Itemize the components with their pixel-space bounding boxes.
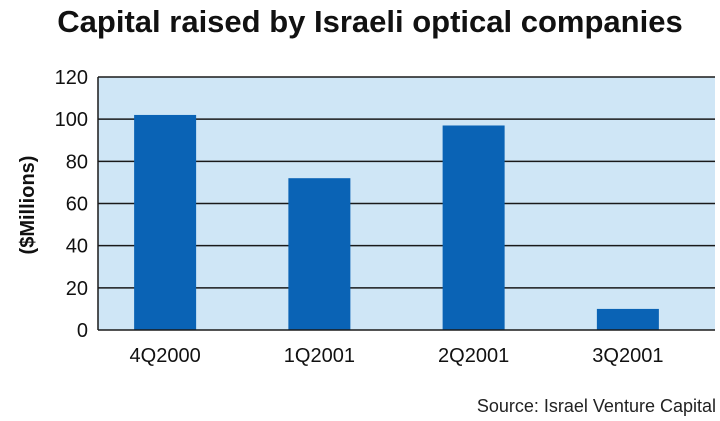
bars xyxy=(134,114,659,330)
bar-3Q2001 xyxy=(596,308,659,330)
x-tick-label: 1Q2001 xyxy=(284,345,355,367)
y-tick-label: 60 xyxy=(66,194,88,216)
y-tick-label: 100 xyxy=(55,109,88,131)
x-tick-labels: 4Q2000 1Q2001 2Q2001 3Q2001 xyxy=(130,345,664,367)
y-tick-label: 120 xyxy=(55,67,88,89)
source-note: Source: Israel Venture Capital xyxy=(477,396,716,416)
y-tick-label: 40 xyxy=(66,236,88,258)
x-tick-label: 2Q2001 xyxy=(438,345,509,367)
gridlines xyxy=(98,76,715,289)
x-tick-label: 4Q2000 xyxy=(130,345,201,367)
x-tick-label: 3Q2001 xyxy=(592,345,663,367)
chart-title: Capital raised by Israeli optical compan… xyxy=(57,4,682,39)
axes xyxy=(97,77,715,331)
bar-1Q2001 xyxy=(288,178,351,330)
y-tick-label: 80 xyxy=(66,151,88,173)
y-tick-label: 0 xyxy=(77,320,88,342)
bar-2Q2001 xyxy=(442,125,505,330)
y-tick-labels: 0 20 40 60 80 100 120 xyxy=(55,67,88,342)
y-tick-label: 20 xyxy=(66,278,88,300)
bar-4Q2000 xyxy=(134,114,197,330)
y-axis-label: ($Millions) xyxy=(17,156,39,255)
